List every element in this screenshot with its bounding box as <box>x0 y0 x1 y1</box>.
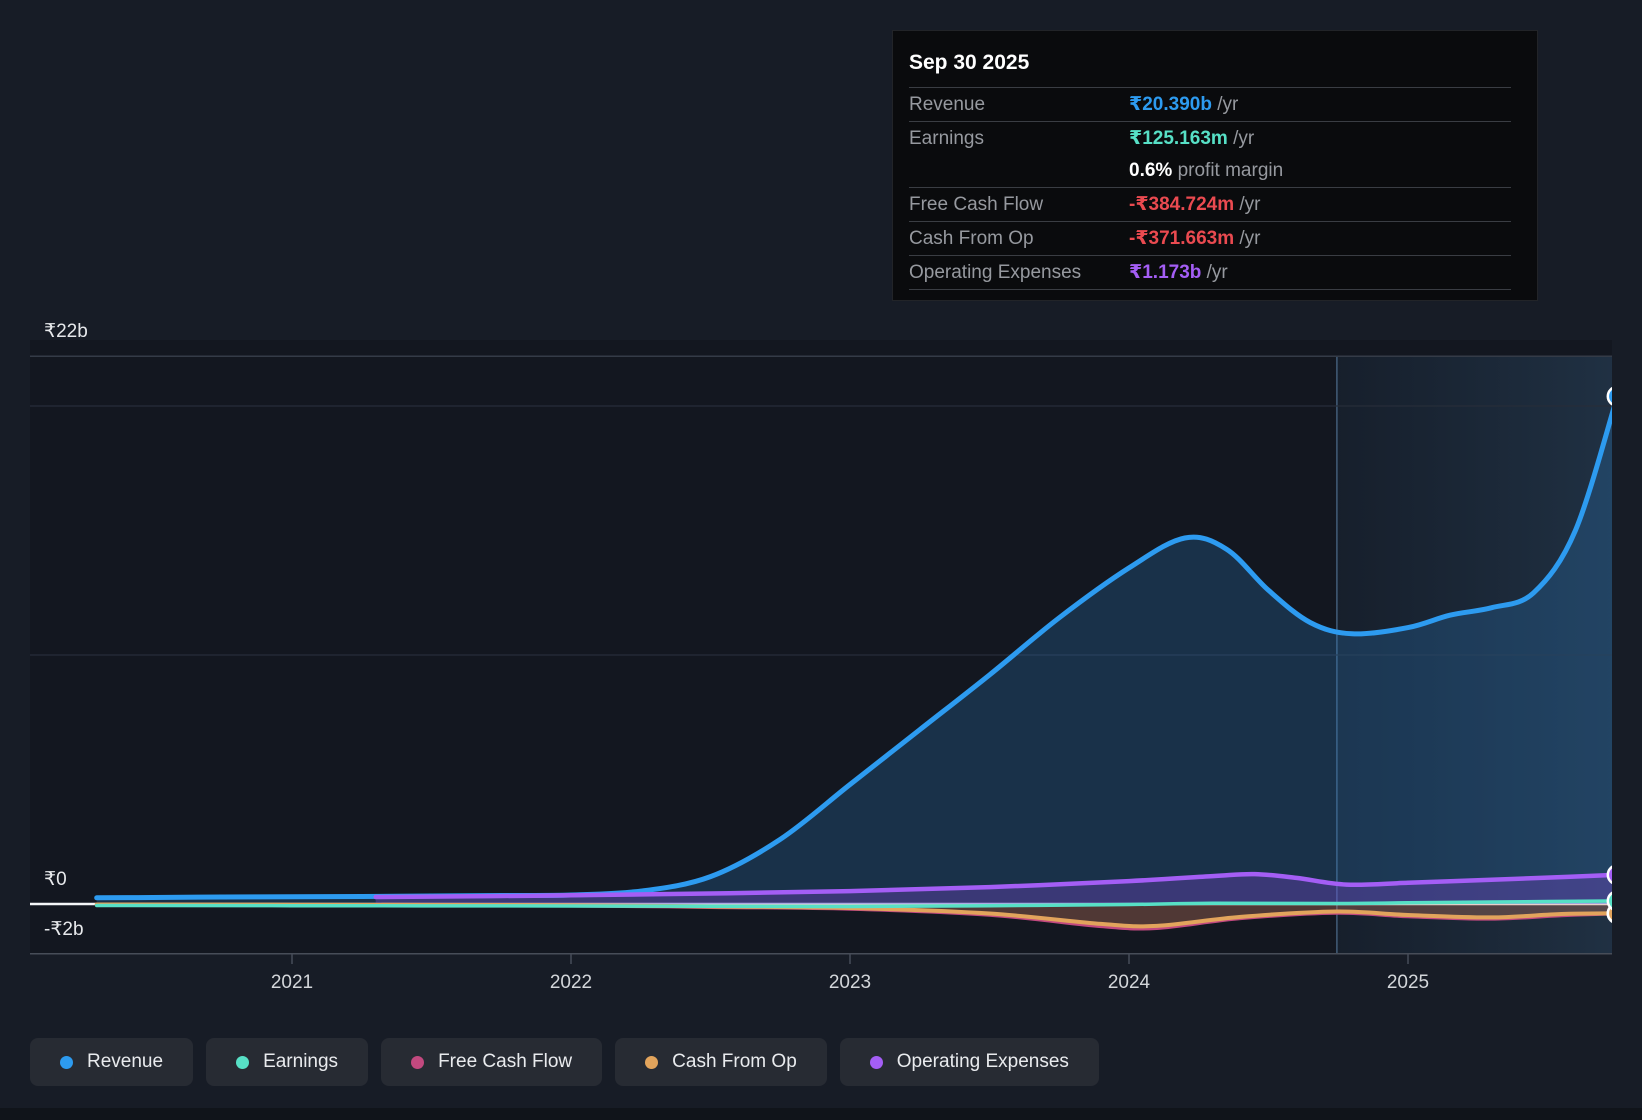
tooltip-row: Earnings ₹125.163m /yr <box>909 122 1511 155</box>
area-revenue <box>96 414 1612 904</box>
end-marker-revenue[interactable] <box>1606 386 1627 406</box>
bottom-edge <box>0 1108 1642 1120</box>
legend-dot-icon <box>60 1055 73 1069</box>
legend: Revenue Earnings Free Cash Flow Cash From O… <box>30 1038 1099 1086</box>
tooltip-row-unit: /yr <box>1227 128 1255 149</box>
end-marker-earnings[interactable] <box>1606 891 1627 911</box>
tooltip-row-label: Revenue <box>909 93 986 115</box>
legend-item-revenue[interactable]: Revenue <box>30 1038 194 1086</box>
area-free-cash-flow <box>96 904 1612 929</box>
tooltip-row-unit: /yr <box>1201 262 1228 283</box>
tooltip-row-label: Free Cash Flow <box>909 193 1044 215</box>
legend-label: Operating Expenses <box>896 1051 1069 1072</box>
legend-label: Earnings <box>263 1051 339 1072</box>
legend-dot-icon <box>645 1055 659 1069</box>
tooltip-rows: Revenue ₹20.390b /yr Earnings ₹125.163m /yr… <box>909 88 1511 290</box>
legend-label: Free Cash Flow <box>438 1051 573 1072</box>
legend-item-operating-expenses[interactable]: Operating Expenses <box>839 1038 1099 1086</box>
tooltip: Sep 30 2025 Revenue ₹20.390b /yr Earnings ₹… <box>892 30 1538 301</box>
tooltip-row-unit: /yr <box>1211 94 1239 115</box>
profit-margin-text: profit margin <box>1172 160 1284 181</box>
legend-dot-icon <box>411 1055 425 1069</box>
tooltip-row-value: ₹20.390b /yr <box>1129 94 1239 115</box>
x-axis-label: 2021 <box>270 972 314 993</box>
x-axis-label: 2024 <box>1107 972 1151 993</box>
end-marker-operating-expenses[interactable] <box>1606 865 1627 885</box>
legend-dot-icon <box>869 1055 883 1069</box>
line-operating-expenses <box>373 871 1612 900</box>
tooltip-date: Sep 30 2025 <box>909 43 1511 88</box>
tooltip-row: Free Cash Flow -₹384.724m /yr <box>909 188 1511 222</box>
line-earnings <box>94 899 1612 909</box>
tooltip-row-value: ₹125.163m /yr <box>1129 128 1255 149</box>
tooltip-row-unit: /yr <box>1234 228 1261 249</box>
tooltip-row-value: -₹371.663m /yr <box>1129 228 1261 249</box>
legend-dot-icon <box>236 1055 250 1069</box>
tooltip-row: Cash From Op -₹371.663m /yr <box>909 222 1511 256</box>
y-axis-label: -₹2b <box>44 918 84 940</box>
area-cash-from-op <box>96 904 1612 927</box>
legend-label: Revenue <box>87 1051 164 1072</box>
legend-label: Cash From Op <box>672 1051 797 1072</box>
profit-margin-value: 0.6% <box>1129 160 1173 181</box>
y-axis-label: ₹0 <box>44 869 67 890</box>
legend-item-free-cash-flow[interactable]: Free Cash Flow <box>381 1038 603 1086</box>
tooltip-row-value: ₹1.173b /yr <box>1129 262 1228 283</box>
tooltip-row-label: Cash From Op <box>909 227 1034 249</box>
profit-margin-row: 0.6% profit margin <box>909 155 1511 187</box>
tooltip-row: Operating Expenses ₹1.173b /yr <box>909 256 1511 290</box>
y-axis-label: ₹22b <box>44 321 88 343</box>
tooltip-row: Revenue ₹20.390b /yr <box>909 88 1511 122</box>
x-axis-label: 2025 <box>1386 972 1430 993</box>
tooltip-row-value: -₹384.724m /yr <box>1129 194 1261 215</box>
tooltip-row-unit: /yr <box>1234 194 1261 215</box>
legend-item-cash-from-op[interactable]: Cash From Op <box>615 1038 827 1086</box>
tooltip-row-label: Operating Expenses <box>909 261 1082 283</box>
x-axis-label: 2023 <box>828 972 872 993</box>
x-axis-label: 2022 <box>549 972 593 993</box>
legend-item-earnings[interactable]: Earnings <box>206 1038 369 1086</box>
tooltip-row-label: Earnings <box>909 127 984 149</box>
